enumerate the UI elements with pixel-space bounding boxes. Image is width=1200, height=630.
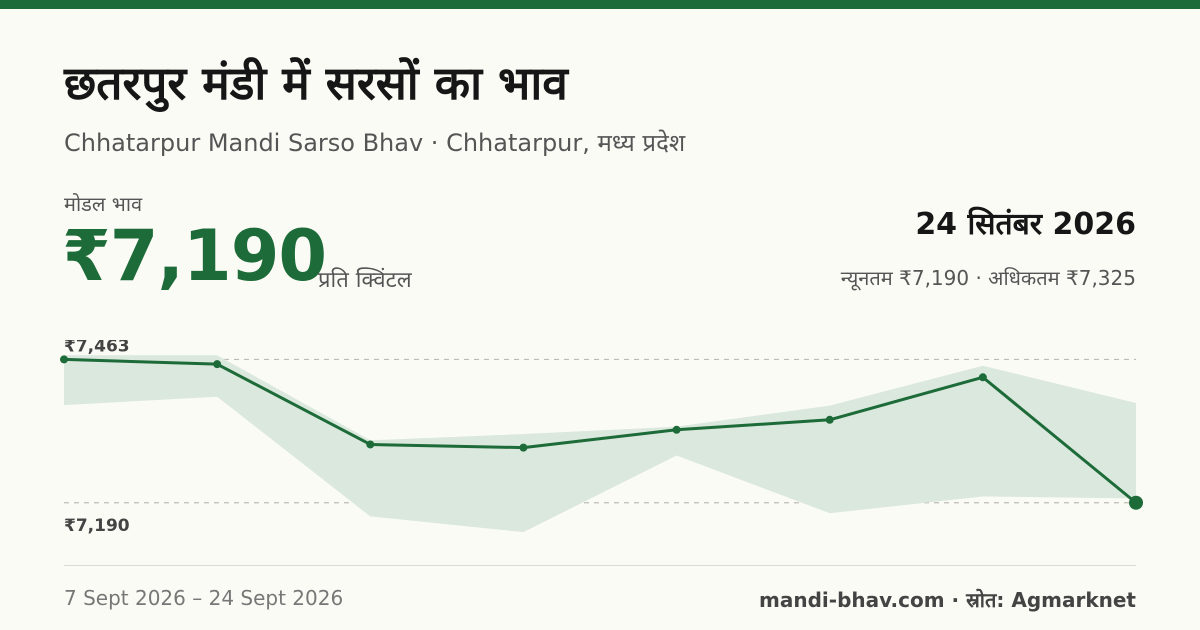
min-max-band-area [64, 355, 1136, 533]
footer-source: mandi-bhav.com · स्रोत: Agmarknet [759, 588, 1136, 612]
footer-date-range: 7 Sept 2026 – 24 Sept 2026 [64, 586, 344, 610]
top-accent-bar [0, 0, 1200, 9]
footer-divider [64, 565, 1136, 566]
data-point [213, 360, 222, 369]
page-title: छतरपुर मंडी में सरसों का भाव [64, 56, 568, 110]
min-max-band [64, 355, 1136, 533]
reference-label-0: ₹7,463 [64, 340, 130, 356]
modal-price-series-line [62, 357, 1138, 505]
data-points [60, 355, 1143, 510]
modal-price-label: मोडल भाव [64, 192, 143, 216]
modal-price-value: ₹7,190 [62, 215, 327, 297]
price-date: 24 सितंबर 2026 [915, 207, 1136, 242]
data-point [825, 415, 834, 424]
reference-lines: ₹7,463 ₹7,190 [64, 340, 1136, 536]
price-unit: प्रति क्विंटल [318, 268, 412, 293]
data-point [519, 443, 528, 452]
latest-data-point [1129, 495, 1143, 510]
data-point [60, 355, 68, 364]
data-point [978, 373, 987, 382]
data-point [672, 425, 681, 434]
data-point [366, 440, 375, 449]
price-trend-chart: ₹7,463 ₹7,190 [60, 340, 1143, 536]
page-subtitle: Chhatarpur Mandi Sarso Bhav · Chhatarpur… [64, 129, 686, 157]
min-max-range: न्यूनतम ₹7,190 · अधिकतम ₹7,325 [840, 266, 1136, 290]
modal-price-line [62, 357, 1138, 505]
reference-label-1: ₹7,190 [64, 516, 130, 536]
